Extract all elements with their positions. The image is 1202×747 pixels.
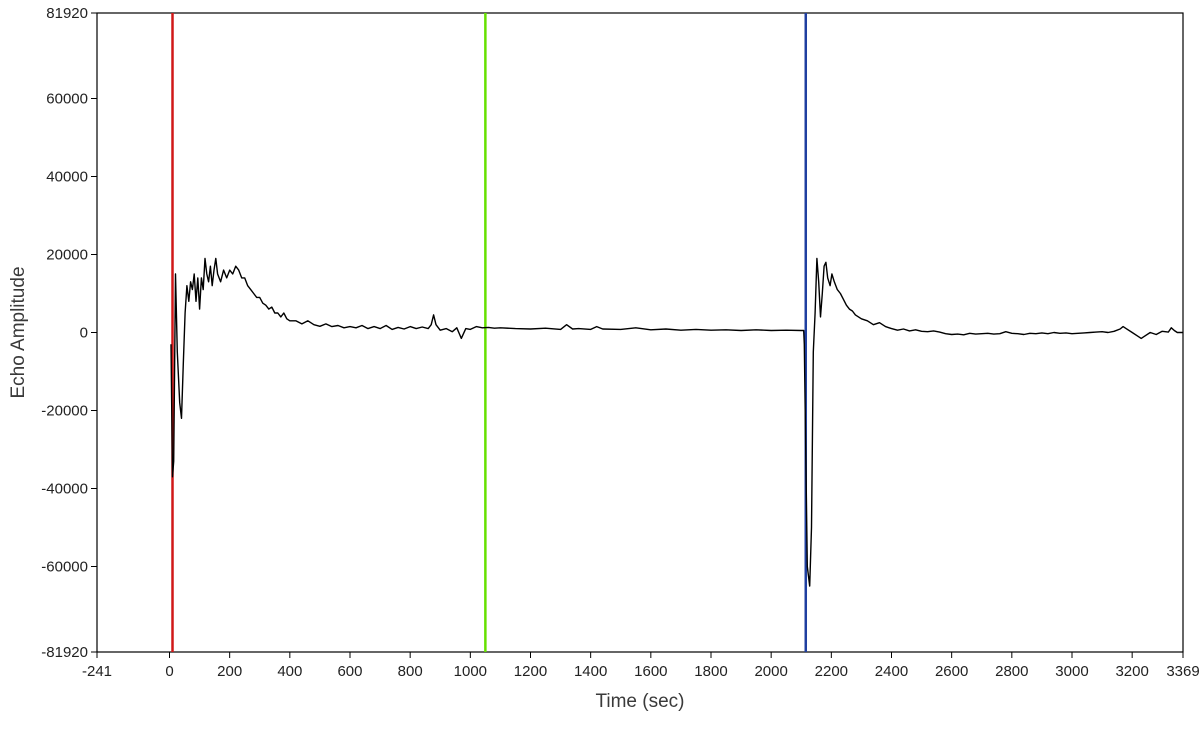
x-tick-label: 200 [217,663,242,680]
y-tick-label: 60000 [46,90,88,107]
x-tick-label: 2200 [815,663,848,680]
x-tick-label: 600 [337,663,362,680]
x-tick-label: 3000 [1055,663,1088,680]
x-tick-label: 3200 [1115,663,1148,680]
plot-area-frame [96,12,1184,653]
x-tick-label: 400 [277,663,302,680]
x-tick-label: 1000 [454,663,487,680]
y-tick-label: -20000 [41,403,88,420]
x-tick-label: 2400 [875,663,908,680]
y-axis: 81920 60000 40000 20000 0 -20000 -40000 -60000 -… [41,5,97,661]
y-axis-title: Echo Amplitude [8,266,29,398]
y-tick-label: 0 [80,325,88,342]
x-tick-label: -241 [82,663,112,680]
y-tick-label: 40000 [46,168,88,185]
y-tick-label: 20000 [46,246,88,263]
cursor-lines [171,13,808,652]
series-line-1 [170,257,1183,587]
x-tick-label: 2600 [935,663,968,680]
x-tick-label: 2800 [995,663,1028,680]
x-tick-label: 800 [398,663,423,680]
x-tick-label: 0 [165,663,173,680]
y-tick-label: -40000 [41,481,88,498]
y-tick-label: 81920 [46,5,88,22]
x-axis-title: Time (sec) [595,691,684,712]
y-tick-label: -60000 [41,559,88,576]
y-tick-label: -81920 [41,644,88,661]
x-axis: -241 0 200 400 600 800 1000 1200 1400 1600 1800 200… [82,652,1200,680]
x-tick-label: 1200 [514,663,547,680]
x-tick-label: 1600 [634,663,667,680]
series-lines [170,257,1183,587]
x-tick-label: 1400 [574,663,607,680]
x-tick-label: 2000 [754,663,787,680]
x-tick-label: 3369 [1166,663,1199,680]
x-tick-label: 1800 [694,663,727,680]
